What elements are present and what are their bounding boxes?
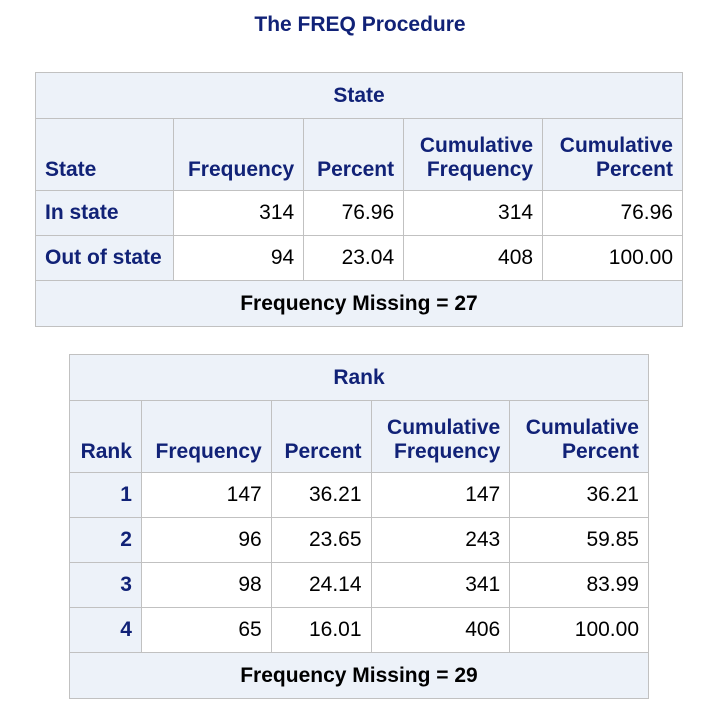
- frequency-cell: 314: [173, 190, 305, 236]
- frequency-cell: 96: [140, 517, 272, 563]
- row-label: 2: [69, 517, 142, 563]
- cumulative-percent-cell: 100.00: [542, 235, 683, 281]
- cumulative-percent-cell: 59.85: [509, 517, 649, 563]
- cumulative-frequency-cell: 341: [370, 562, 511, 608]
- table-row: 1 147 36.21 147 36.21: [69, 472, 649, 518]
- cumulative-percent-cell: 76.96: [542, 190, 683, 236]
- frequency-cell: 65: [140, 607, 272, 653]
- percent-cell: 23.65: [270, 517, 372, 563]
- column-header-rank: Rank: [69, 400, 142, 473]
- row-label: In state: [34, 190, 175, 236]
- percent-cell: 36.21: [270, 472, 372, 518]
- column-header-frequency: Frequency: [140, 400, 272, 473]
- frequency-cell: 94: [173, 235, 305, 281]
- row-label: Out of state: [34, 235, 175, 281]
- row-label: 4: [69, 607, 142, 653]
- percent-cell: 76.96: [303, 190, 405, 236]
- table-row: 4 65 16.01 406 100.00: [69, 607, 649, 653]
- cumulative-percent-cell: 83.99: [509, 562, 649, 608]
- column-header-state: State: [34, 118, 175, 191]
- state-frequency-table: State State Frequency Percent Cumulative…: [34, 72, 683, 327]
- table-caption: Rank: [69, 354, 649, 401]
- procedure-title: The FREQ Procedure: [254, 13, 466, 36]
- table-row: Out of state 94 23.04 408 100.00: [34, 235, 683, 281]
- table-caption: State: [35, 72, 683, 119]
- frequency-cell: 147: [140, 472, 272, 518]
- table-row: 2 96 23.65 243 59.85: [69, 517, 649, 563]
- column-header-cumulative-frequency: Cumulative Frequency: [370, 400, 511, 473]
- cumulative-frequency-cell: 314: [403, 190, 544, 236]
- frequency-missing-footer: Frequency Missing = 27: [35, 280, 683, 327]
- column-header-percent: Percent: [270, 400, 372, 473]
- cumulative-percent-cell: 36.21: [509, 472, 649, 518]
- percent-cell: 23.04: [303, 235, 405, 281]
- column-header-percent: Percent: [303, 118, 405, 191]
- frequency-missing-footer: Frequency Missing = 29: [69, 652, 649, 699]
- table-row: 3 98 24.14 341 83.99: [69, 562, 649, 608]
- cumulative-frequency-cell: 243: [370, 517, 511, 563]
- row-label: 1: [69, 472, 142, 518]
- column-header-cumulative-percent: Cumulative Percent: [542, 118, 683, 191]
- percent-cell: 16.01: [270, 607, 372, 653]
- column-header-cumulative-frequency: Cumulative Frequency: [403, 118, 544, 191]
- column-header-cumulative-percent: Cumulative Percent: [509, 400, 649, 473]
- table-row: In state 314 76.96 314 76.96: [34, 190, 683, 236]
- percent-cell: 24.14: [270, 562, 372, 608]
- cumulative-frequency-cell: 147: [370, 472, 511, 518]
- cumulative-frequency-cell: 408: [403, 235, 544, 281]
- cumulative-frequency-cell: 406: [370, 607, 511, 653]
- column-header-frequency: Frequency: [173, 118, 305, 191]
- row-label: 3: [69, 562, 142, 608]
- cumulative-percent-cell: 100.00: [509, 607, 649, 653]
- frequency-cell: 98: [140, 562, 272, 608]
- rank-frequency-table: Rank Rank Frequency Percent Cumulative F…: [69, 354, 649, 699]
